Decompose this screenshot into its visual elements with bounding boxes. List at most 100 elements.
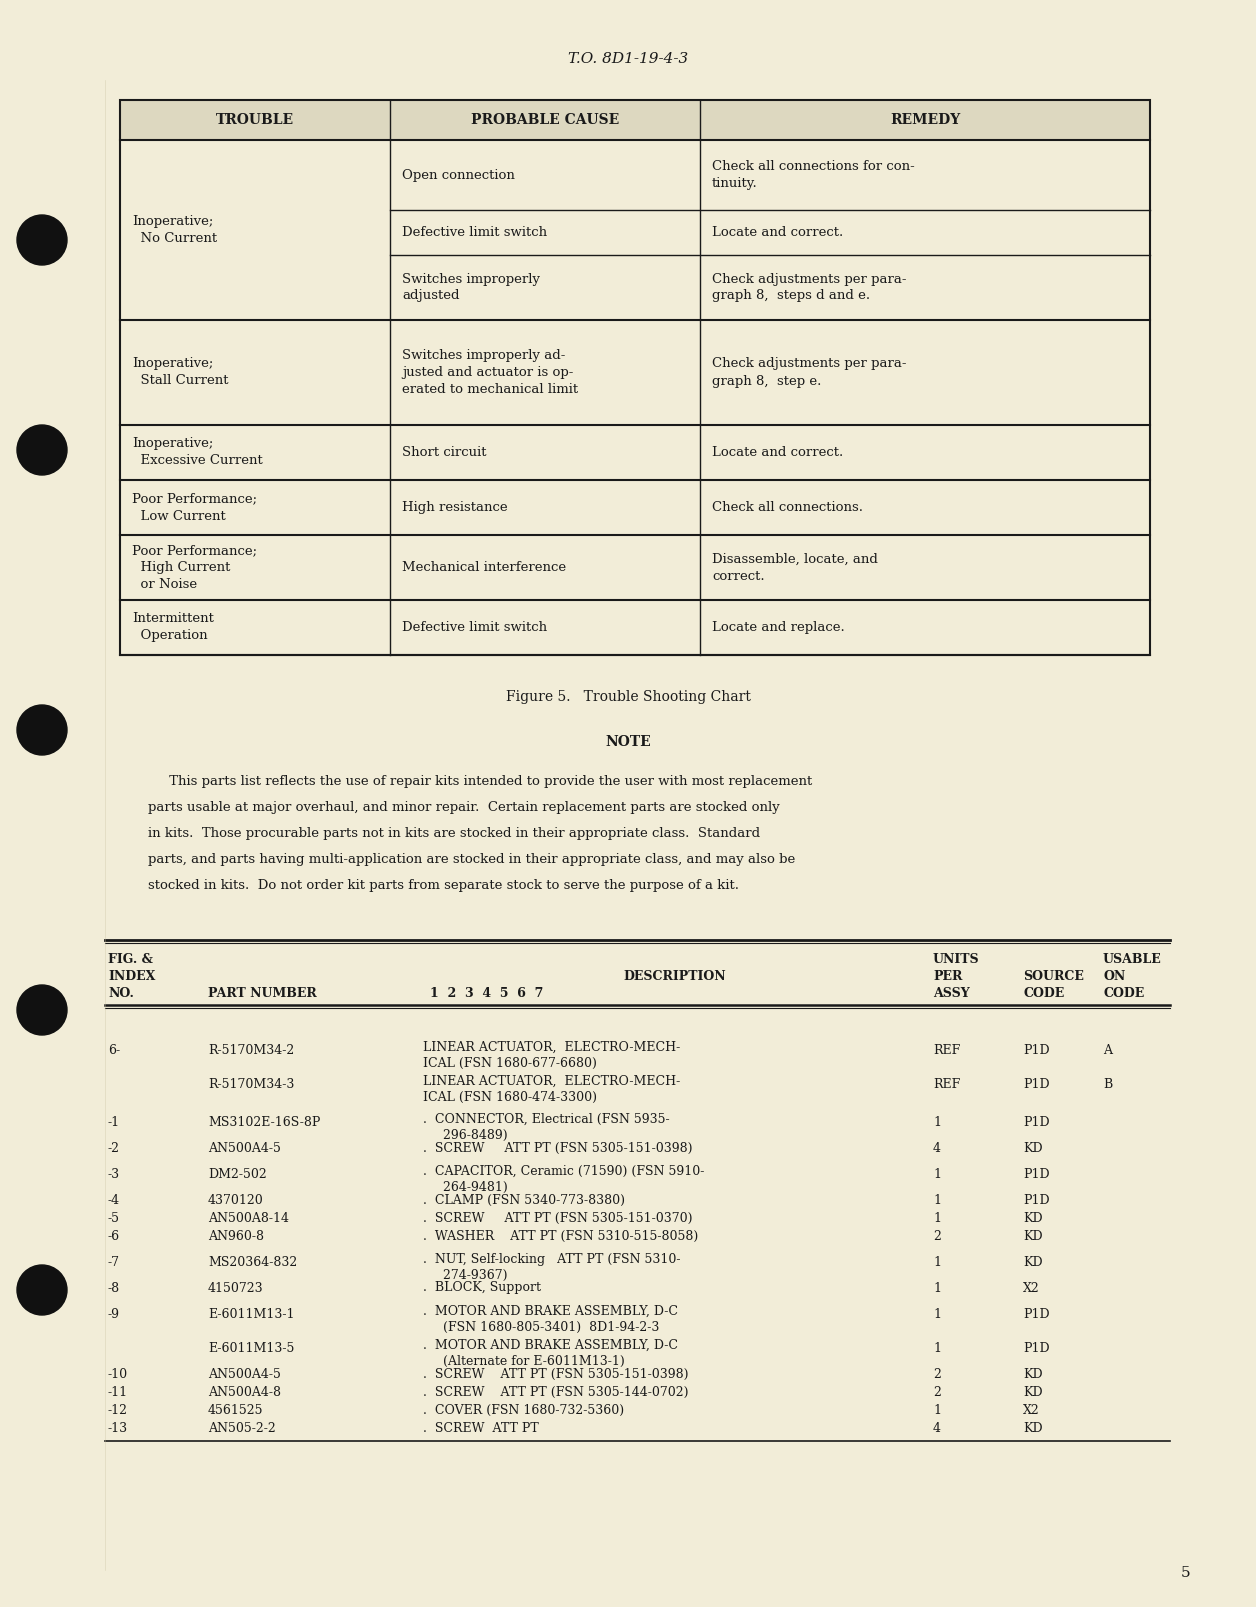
Text: -1: -1 [108,1115,121,1128]
Text: 2: 2 [933,1368,941,1380]
Text: E-6011M13-5: E-6011M13-5 [208,1342,294,1355]
Text: USABLE: USABLE [1103,953,1162,966]
Text: SOURCE: SOURCE [1022,971,1084,983]
Text: -4: -4 [108,1194,121,1207]
Text: KD: KD [1022,1141,1042,1154]
Text: -8: -8 [108,1281,121,1295]
Text: .  SCREW    ATT PT (FSN 5305-144-0702): . SCREW ATT PT (FSN 5305-144-0702) [423,1385,688,1398]
Text: AN500A8-14: AN500A8-14 [208,1212,289,1225]
Text: 2: 2 [933,1229,941,1242]
Text: AN500A4-8: AN500A4-8 [208,1385,281,1398]
Text: 4150723: 4150723 [208,1281,264,1295]
Text: FIG. &: FIG. & [108,953,153,966]
Text: Figure 5.   Trouble Shooting Chart: Figure 5. Trouble Shooting Chart [506,689,750,704]
Text: MS20364-832: MS20364-832 [208,1255,298,1268]
Text: .  SCREW     ATT PT (FSN 5305-151-0398): . SCREW ATT PT (FSN 5305-151-0398) [423,1141,692,1154]
Text: CODE: CODE [1022,987,1064,1000]
Text: 1  2  3  4  5  6  7: 1 2 3 4 5 6 7 [430,987,544,1000]
Text: 1: 1 [933,1212,941,1225]
Text: Check adjustments per para-
graph 8,  step e.: Check adjustments per para- graph 8, ste… [712,357,907,387]
Text: ASSY: ASSY [933,987,970,1000]
Text: .  BLOCK, Support: . BLOCK, Support [423,1281,541,1295]
Text: ICAL (FSN 1680-474-3300): ICAL (FSN 1680-474-3300) [423,1091,597,1104]
Text: 1: 1 [933,1342,941,1355]
Text: ON: ON [1103,971,1125,983]
Text: PART NUMBER: PART NUMBER [208,987,317,1000]
Text: DESCRIPTION: DESCRIPTION [624,971,726,983]
Text: KD: KD [1022,1212,1042,1225]
Text: 1: 1 [933,1403,941,1416]
Text: .  WASHER    ATT PT (FSN 5310-515-8058): . WASHER ATT PT (FSN 5310-515-8058) [423,1229,698,1242]
Text: P1D: P1D [1022,1308,1050,1321]
Text: .  MOTOR AND BRAKE ASSEMBLY, D-C: . MOTOR AND BRAKE ASSEMBLY, D-C [423,1339,678,1351]
Text: 274-9367): 274-9367) [423,1270,507,1282]
Bar [121,100,1150,656]
Text: -5: -5 [108,1212,121,1225]
Text: .  CONNECTOR, Electrical (FSN 5935-: . CONNECTOR, Electrical (FSN 5935- [423,1114,669,1127]
Text: 4: 4 [933,1141,941,1154]
Text: 264-9481): 264-9481) [423,1181,507,1194]
Circle shape [18,1265,67,1315]
Text: Locate and correct.: Locate and correct. [712,447,843,460]
Text: REMEDY: REMEDY [889,112,960,127]
Text: AN960-8: AN960-8 [208,1229,264,1242]
Text: A: A [1103,1043,1112,1056]
Text: AN500A4-5: AN500A4-5 [208,1368,281,1380]
Text: -12: -12 [108,1403,128,1416]
Text: 1: 1 [933,1281,941,1295]
Text: Inoperative;
  Excessive Current: Inoperative; Excessive Current [132,437,263,468]
Text: Mechanical interference: Mechanical interference [402,561,566,574]
Text: NO.: NO. [108,987,134,1000]
Text: R-5170M34-3: R-5170M34-3 [208,1078,294,1091]
Text: Switches improperly
adjusted: Switches improperly adjusted [402,273,540,302]
Text: -7: -7 [108,1255,121,1268]
Text: Defective limit switch: Defective limit switch [402,227,548,239]
Text: Locate and replace.: Locate and replace. [712,620,845,635]
Text: X2: X2 [1022,1403,1040,1416]
Text: -13: -13 [108,1422,128,1435]
Text: CODE: CODE [1103,987,1144,1000]
Text: 6-: 6- [108,1043,121,1056]
Text: 1: 1 [933,1255,941,1268]
Text: LINEAR ACTUATOR,  ELECTRO-MECH-: LINEAR ACTUATOR, ELECTRO-MECH- [423,1041,681,1054]
Text: MS3102E-16S-8P: MS3102E-16S-8P [208,1115,320,1128]
Text: -9: -9 [108,1308,121,1321]
Text: ICAL (FSN 1680-677-6680): ICAL (FSN 1680-677-6680) [423,1057,597,1070]
Text: (FSN 1680-805-3401)  8D1-94-2-3: (FSN 1680-805-3401) 8D1-94-2-3 [423,1321,659,1334]
Text: -11: -11 [108,1385,128,1398]
Text: .  CAPACITOR, Ceramic (71590) (FSN 5910-: . CAPACITOR, Ceramic (71590) (FSN 5910- [423,1165,705,1178]
Text: X2: X2 [1022,1281,1040,1295]
Text: KD: KD [1022,1255,1042,1268]
Text: PROBABLE CAUSE: PROBABLE CAUSE [471,112,619,127]
Text: R-5170M34-2: R-5170M34-2 [208,1043,294,1056]
Text: KD: KD [1022,1229,1042,1242]
Text: .  CLAMP (FSN 5340-773-8380): . CLAMP (FSN 5340-773-8380) [423,1194,625,1207]
Text: High resistance: High resistance [402,501,507,514]
Text: AN500A4-5: AN500A4-5 [208,1141,281,1154]
Text: P1D: P1D [1022,1115,1050,1128]
Text: 4561525: 4561525 [208,1403,264,1416]
Text: UNITS: UNITS [933,953,980,966]
Text: B: B [1103,1078,1113,1091]
Text: DM2-502: DM2-502 [208,1168,266,1181]
Text: Disassemble, locate, and
correct.: Disassemble, locate, and correct. [712,553,878,582]
Text: 1: 1 [933,1308,941,1321]
Text: Poor Performance;
  Low Current: Poor Performance; Low Current [132,492,257,522]
Text: 1: 1 [933,1194,941,1207]
Text: (Alternate for E-6011M13-1): (Alternate for E-6011M13-1) [423,1355,624,1368]
Text: 2: 2 [933,1385,941,1398]
Text: AN505-2-2: AN505-2-2 [208,1422,276,1435]
Text: 296-8489): 296-8489) [423,1130,507,1143]
Text: PER: PER [933,971,962,983]
Text: parts, and parts having multi-application are stocked in their appropriate class: parts, and parts having multi-applicatio… [148,853,795,866]
Circle shape [18,705,67,755]
Text: -10: -10 [108,1368,128,1380]
Text: .  SCREW    ATT PT (FSN 5305-151-0398): . SCREW ATT PT (FSN 5305-151-0398) [423,1368,688,1380]
Circle shape [18,424,67,476]
Text: Inoperative;
  No Current: Inoperative; No Current [132,215,217,244]
Text: P1D: P1D [1022,1194,1050,1207]
Text: NOTE: NOTE [605,734,651,749]
Text: REF: REF [933,1078,961,1091]
Text: E-6011M13-1: E-6011M13-1 [208,1308,294,1321]
Text: Check adjustments per para-
graph 8,  steps d and e.: Check adjustments per para- graph 8, ste… [712,273,907,302]
